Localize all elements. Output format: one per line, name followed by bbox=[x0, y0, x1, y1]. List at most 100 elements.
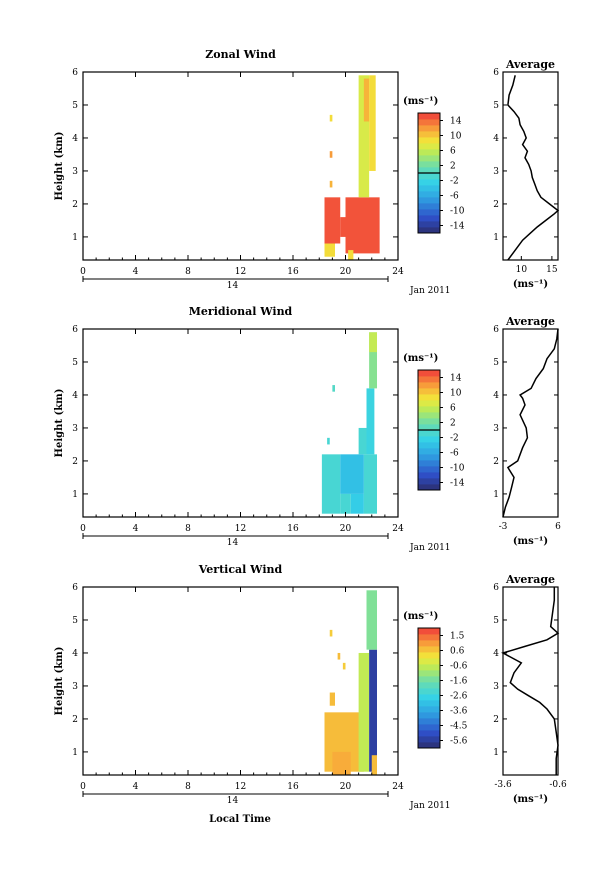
heatmap-cell bbox=[332, 385, 335, 392]
colorbar-band bbox=[418, 442, 440, 449]
colorbar-tick-label: -14 bbox=[450, 222, 465, 232]
colorbar-band bbox=[418, 167, 440, 174]
heatmap-cell bbox=[369, 649, 377, 772]
average-y-tick-label: 6 bbox=[493, 68, 499, 78]
xaxis-label: Local Time bbox=[209, 814, 271, 825]
colorbar-band bbox=[418, 742, 440, 749]
colorbar-tick-label: -3.6 bbox=[450, 707, 468, 717]
y-tick-label: 4 bbox=[72, 391, 78, 401]
colorbar-tick-label: -4.5 bbox=[450, 722, 468, 732]
colorbar-band bbox=[418, 466, 440, 473]
colorbar-tick-label: -2 bbox=[450, 434, 459, 444]
average-y-tick-label: 5 bbox=[493, 616, 499, 626]
colorbar-band bbox=[418, 197, 440, 204]
y-tick-label: 2 bbox=[72, 715, 78, 725]
heatmap-cell bbox=[324, 243, 335, 257]
average-y-tick-label: 3 bbox=[493, 424, 499, 434]
average-frame bbox=[502, 586, 559, 776]
colorbar-tick-label: -10 bbox=[450, 464, 465, 474]
colorbar-band bbox=[418, 484, 440, 491]
colorbar-band bbox=[418, 215, 440, 222]
average-y-tick-label: 5 bbox=[493, 358, 499, 368]
colorbar-band bbox=[418, 634, 440, 641]
y-tick-label: 6 bbox=[72, 68, 78, 78]
average-y-tick-label: 6 bbox=[493, 325, 499, 335]
colorbar-band bbox=[418, 179, 440, 186]
colorbar-band bbox=[418, 155, 440, 162]
colorbar-band bbox=[418, 185, 440, 192]
x-tick-label: 12 bbox=[235, 267, 246, 277]
average-x-tick-label: 10 bbox=[516, 265, 528, 275]
x-tick-label: 20 bbox=[340, 524, 352, 534]
heatmap-cell bbox=[369, 75, 376, 171]
colorbar-unit-label: (ms⁻¹) bbox=[403, 611, 438, 622]
average-x-tick-label: -3.6 bbox=[494, 780, 512, 790]
colorbar-band bbox=[418, 149, 440, 156]
x-tick-label: 8 bbox=[185, 782, 191, 792]
average-frame bbox=[502, 328, 559, 518]
day-label: 14 bbox=[227, 538, 239, 548]
colorbar-band bbox=[418, 700, 440, 707]
average-y-tick-label: 3 bbox=[493, 167, 499, 177]
colorbar-band bbox=[418, 670, 440, 677]
colorbar-band bbox=[418, 376, 440, 383]
colorbar-band bbox=[418, 454, 440, 461]
colorbar-band bbox=[418, 682, 440, 689]
heatmap-cell bbox=[369, 332, 377, 389]
colorbar-tick-label: 14 bbox=[450, 374, 462, 384]
colorbar-band bbox=[418, 472, 440, 479]
average-title: Average bbox=[505, 573, 555, 586]
colorbar-band bbox=[418, 382, 440, 389]
average-y-tick-label: 2 bbox=[493, 200, 499, 210]
y-tick-label: 2 bbox=[72, 457, 78, 467]
x-tick-label: 8 bbox=[185, 524, 191, 534]
x-tick-label: 4 bbox=[133, 524, 139, 534]
colorbar-tick-label: -10 bbox=[450, 207, 465, 217]
x-tick-label: 0 bbox=[80, 524, 86, 534]
average-y-tick-label: 1 bbox=[493, 748, 499, 758]
y-tick-label: 5 bbox=[72, 616, 78, 626]
average-y-tick-label: 1 bbox=[493, 490, 499, 500]
heatmap-cell bbox=[329, 692, 335, 706]
colorbar-tick-label: -0.6 bbox=[450, 662, 468, 672]
colorbar-band bbox=[418, 724, 440, 731]
heatmap-cell bbox=[358, 75, 370, 198]
y-axis-label: Height (km) bbox=[54, 389, 65, 458]
colorbar-band bbox=[418, 173, 440, 180]
date-label: Jan 2011 bbox=[409, 286, 451, 296]
colorbar-band bbox=[418, 400, 440, 407]
colorbar-frame bbox=[417, 627, 441, 749]
colorbar-band bbox=[418, 676, 440, 683]
x-tick-label: 16 bbox=[287, 267, 299, 277]
average-y-tick-label: 4 bbox=[493, 134, 499, 144]
heatmap-cell bbox=[345, 197, 380, 254]
colorbar-band bbox=[418, 706, 440, 713]
heatmap-cell bbox=[329, 114, 333, 122]
x-tick-label: 0 bbox=[80, 782, 86, 792]
heatmap-cell bbox=[329, 629, 333, 637]
day-label: 14 bbox=[227, 796, 239, 806]
colorbar-tick-label: 6 bbox=[450, 404, 456, 414]
y-tick-label: 4 bbox=[72, 649, 78, 659]
y-tick-label: 1 bbox=[72, 748, 78, 758]
colorbar-band bbox=[418, 688, 440, 695]
y-axis-label: Height (km) bbox=[54, 132, 65, 201]
y-tick-label: 3 bbox=[72, 424, 78, 434]
heatmap-cell bbox=[358, 427, 367, 455]
colorbar-tick-label: 2 bbox=[450, 419, 456, 429]
x-tick-label: 12 bbox=[235, 524, 246, 534]
y-tick-label: 3 bbox=[72, 167, 78, 177]
x-tick-label: 20 bbox=[340, 267, 352, 277]
heatmap-cell bbox=[363, 454, 377, 514]
heatmap-cell bbox=[369, 332, 377, 353]
colorbar-band bbox=[418, 406, 440, 413]
heatmap-cell bbox=[321, 454, 341, 514]
y-tick-label: 3 bbox=[72, 682, 78, 692]
heatmap-cell bbox=[324, 197, 341, 244]
heatmap-cell bbox=[358, 652, 370, 772]
colorbar-band bbox=[418, 221, 440, 228]
colorbar-tick-label: -6 bbox=[450, 192, 459, 202]
colorbar-tick-label: 2 bbox=[450, 162, 456, 172]
